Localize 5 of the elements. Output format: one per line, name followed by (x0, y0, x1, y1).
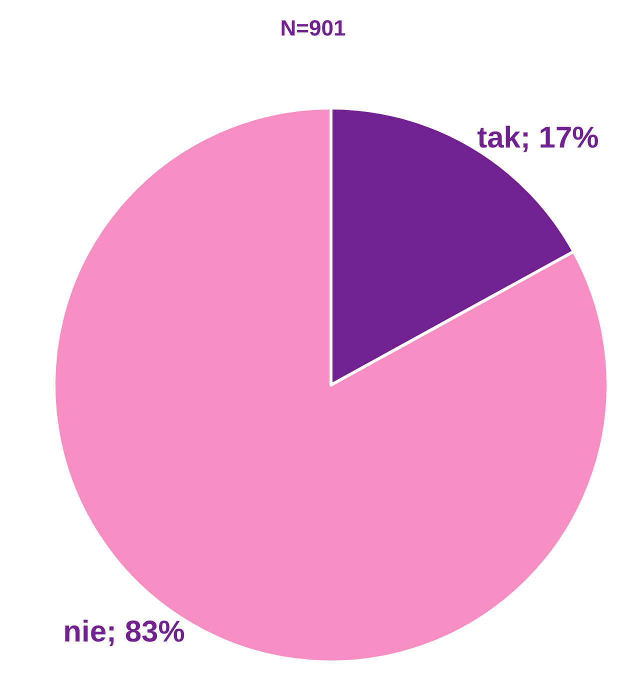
slice-label: nie (63, 616, 107, 649)
data-label: ; 17% (520, 121, 599, 154)
data-label: ; 83% (106, 616, 185, 649)
chart-title: N=901 (280, 16, 346, 40)
slice-label: tak (477, 121, 521, 154)
